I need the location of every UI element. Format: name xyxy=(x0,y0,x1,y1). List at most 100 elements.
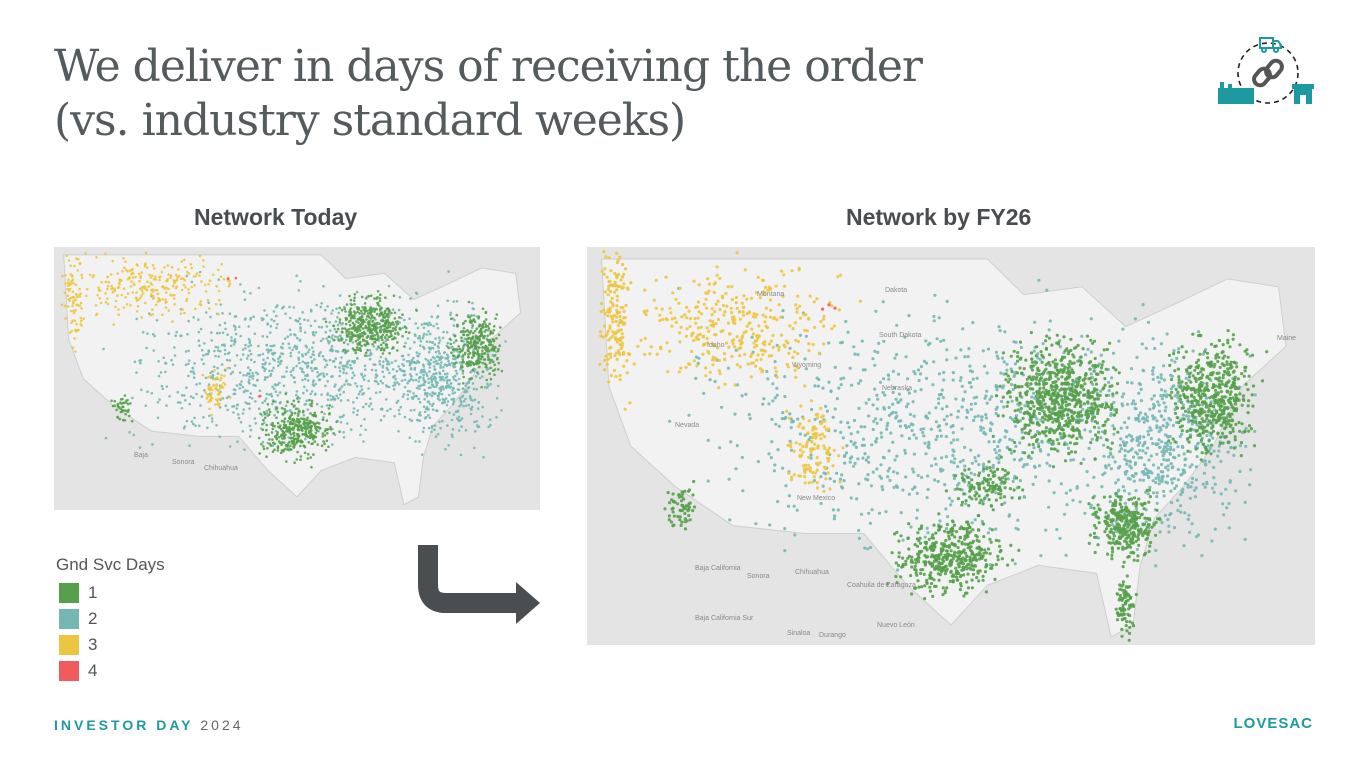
delivery-point xyxy=(476,337,480,340)
delivery-point xyxy=(379,328,382,332)
delivery-point xyxy=(278,391,282,394)
delivery-point xyxy=(408,418,412,421)
delivery-point xyxy=(481,323,485,326)
delivery-point xyxy=(726,285,730,289)
delivery-point xyxy=(447,270,450,273)
delivery-point xyxy=(338,306,342,310)
delivery-point xyxy=(718,446,722,450)
delivery-point xyxy=(291,348,294,352)
delivery-point xyxy=(99,301,103,305)
delivery-point xyxy=(185,386,188,389)
delivery-point xyxy=(394,359,397,363)
delivery-point xyxy=(816,486,820,490)
delivery-point xyxy=(1188,450,1192,454)
network-fy26-map[interactable]: Montana Idaho Wyoming Nevada Dakota Sout… xyxy=(587,247,1315,645)
delivery-point xyxy=(345,303,349,306)
delivery-point xyxy=(738,354,742,358)
delivery-point xyxy=(261,401,264,405)
delivery-point xyxy=(903,451,908,455)
delivery-point xyxy=(471,307,475,310)
delivery-point xyxy=(78,304,82,307)
delivery-point xyxy=(275,406,279,410)
delivery-point xyxy=(890,412,894,416)
delivery-point xyxy=(237,413,240,416)
delivery-point xyxy=(122,306,126,309)
delivery-point xyxy=(896,372,901,376)
delivery-point xyxy=(969,402,973,406)
delivery-point xyxy=(942,370,946,375)
delivery-point xyxy=(470,326,474,329)
network-today-map[interactable]: Baja Sonora Chihuahua xyxy=(54,247,540,510)
delivery-point xyxy=(963,464,967,468)
delivery-point xyxy=(1101,473,1105,477)
delivery-point xyxy=(1152,394,1156,398)
delivery-point xyxy=(735,335,739,339)
delivery-point xyxy=(217,404,221,407)
delivery-point xyxy=(1048,464,1052,468)
delivery-point xyxy=(183,278,187,282)
delivery-point xyxy=(398,316,401,319)
delivery-point xyxy=(382,360,385,363)
delivery-point xyxy=(310,401,314,405)
delivery-point xyxy=(449,311,453,315)
delivery-point xyxy=(418,334,421,338)
delivery-point xyxy=(991,466,995,470)
delivery-point xyxy=(287,442,290,445)
delivery-point xyxy=(432,360,436,364)
delivery-point xyxy=(112,323,115,326)
delivery-point xyxy=(1126,476,1130,480)
delivery-point xyxy=(799,404,803,408)
delivery-point xyxy=(457,345,461,348)
delivery-point xyxy=(285,370,288,373)
delivery-point xyxy=(1127,492,1131,496)
delivery-point xyxy=(796,352,800,356)
delivery-point xyxy=(891,369,895,373)
delivery-point xyxy=(813,384,817,388)
delivery-point xyxy=(198,424,201,428)
delivery-point xyxy=(342,436,346,439)
delivery-point xyxy=(801,426,806,430)
delivery-point xyxy=(795,310,799,314)
delivery-point xyxy=(804,443,808,447)
delivery-point xyxy=(670,317,674,321)
delivery-point xyxy=(422,373,426,377)
delivery-point xyxy=(297,351,301,354)
delivery-point xyxy=(180,334,183,338)
delivery-point xyxy=(288,305,291,309)
delivery-point xyxy=(709,323,713,327)
delivery-point xyxy=(283,417,287,420)
delivery-point xyxy=(934,437,938,442)
delivery-point xyxy=(97,286,100,289)
delivery-point xyxy=(346,360,349,364)
delivery-point xyxy=(358,325,361,328)
delivery-point xyxy=(447,444,451,447)
delivery-point xyxy=(313,440,317,443)
delivery-point xyxy=(791,420,795,424)
delivery-point xyxy=(437,336,441,339)
delivery-point xyxy=(610,334,615,338)
delivery-point xyxy=(315,367,318,370)
delivery-point xyxy=(273,442,277,445)
delivery-point xyxy=(740,394,744,398)
delivery-point xyxy=(833,407,837,411)
delivery-point xyxy=(803,469,807,473)
delivery-point xyxy=(1080,334,1084,338)
delivery-point xyxy=(1008,447,1012,452)
delivery-point xyxy=(606,357,610,361)
delivery-point xyxy=(147,285,150,288)
delivery-point xyxy=(659,345,663,349)
delivery-point xyxy=(619,328,623,332)
delivery-point xyxy=(187,362,190,366)
delivery-point xyxy=(349,383,352,386)
delivery-point xyxy=(313,334,316,337)
delivery-point xyxy=(210,331,213,334)
delivery-point xyxy=(385,333,389,337)
delivery-point xyxy=(483,362,487,366)
delivery-point xyxy=(472,354,476,358)
delivery-point xyxy=(226,333,229,336)
delivery-point xyxy=(409,409,413,412)
delivery-point xyxy=(462,404,465,408)
delivery-point xyxy=(234,332,238,336)
delivery-point xyxy=(462,321,465,325)
delivery-point xyxy=(782,273,786,277)
